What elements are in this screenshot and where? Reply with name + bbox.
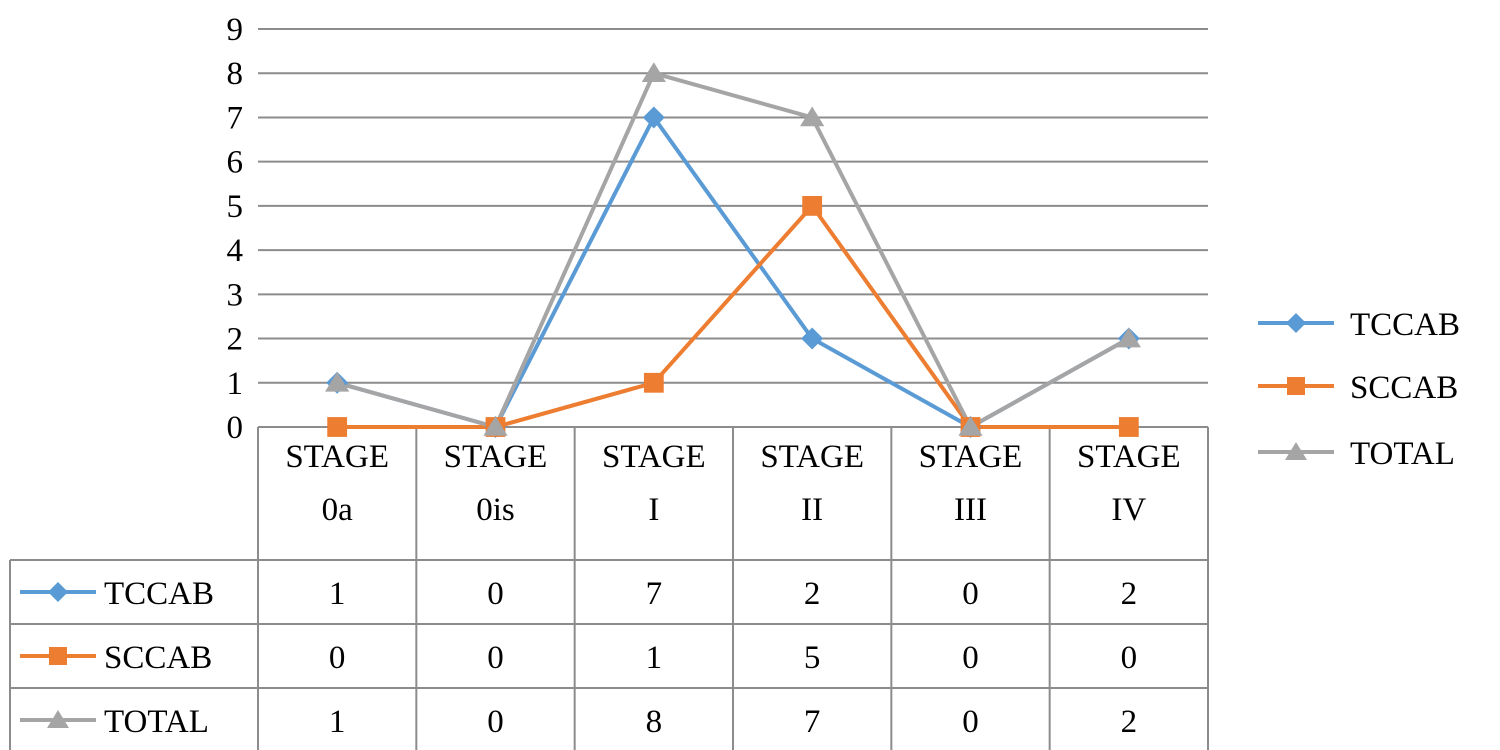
category-label-line1: STAGE bbox=[1077, 439, 1181, 475]
y-tick-label-4: 4 bbox=[227, 233, 244, 269]
y-tick-label-9: 9 bbox=[227, 12, 244, 48]
gridlines bbox=[258, 28, 1208, 428]
data-point-tccab bbox=[801, 327, 824, 350]
category-label-line1: STAGE bbox=[760, 439, 864, 475]
table-row-label-tccab: TCCAB bbox=[104, 576, 214, 612]
data-point-tccab bbox=[642, 106, 665, 129]
table-cell-value: 0 bbox=[962, 640, 979, 676]
category-label-line1: STAGE bbox=[444, 439, 548, 475]
y-axis: 0 1 2 3 4 5 6 7 8 9 bbox=[227, 12, 244, 446]
table-cell-value: 8 bbox=[646, 704, 663, 740]
legend-label-total: TOTAL bbox=[1350, 436, 1455, 472]
category-label-line2: 0a bbox=[322, 492, 354, 528]
category-label: STAGE II bbox=[760, 439, 864, 528]
category-label-line1: STAGE bbox=[285, 439, 389, 475]
legend-marker-sccab bbox=[1287, 377, 1305, 395]
table-cell-value: 2 bbox=[1121, 704, 1138, 740]
series-line-total bbox=[336, 71, 1130, 429]
table-cell-value: 2 bbox=[1121, 576, 1138, 612]
series-line-tccab bbox=[336, 115, 1130, 429]
category-label: STAGE 0is bbox=[444, 439, 548, 528]
table-cell-value: 2 bbox=[804, 576, 821, 612]
category-label-line2: III bbox=[954, 492, 987, 528]
table-cell-value: 5 bbox=[804, 640, 821, 676]
y-tick-label-2: 2 bbox=[227, 322, 244, 358]
category-label-line1: STAGE bbox=[602, 439, 706, 475]
table-cell-value: 0 bbox=[329, 640, 346, 676]
y-tick-label-0: 0 bbox=[227, 410, 244, 446]
data-point-total bbox=[483, 416, 508, 436]
data-point-sccab bbox=[1118, 417, 1139, 437]
legend-marker-tccab bbox=[1286, 313, 1306, 333]
category-label-line2: II bbox=[801, 492, 823, 528]
data-point-sccab bbox=[327, 417, 348, 437]
table-legend-marker-sccab bbox=[49, 647, 67, 665]
table-cell-value: 7 bbox=[804, 704, 821, 740]
y-tick-label-7: 7 bbox=[227, 100, 244, 136]
data-point-total bbox=[325, 371, 350, 392]
table-cell-value: 7 bbox=[646, 576, 663, 612]
y-tick-label-6: 6 bbox=[227, 145, 244, 181]
category-label: STAGE IV bbox=[1077, 439, 1181, 528]
legend-label-sccab: SCCAB bbox=[1350, 370, 1458, 406]
table-cell-value: 1 bbox=[646, 640, 663, 676]
category-label-line2: I bbox=[648, 492, 659, 528]
table-cell-value: 0 bbox=[487, 576, 504, 612]
data-point-total bbox=[641, 62, 666, 83]
table-row-label-total: TOTAL bbox=[104, 704, 209, 740]
category-label: STAGE 0a bbox=[285, 439, 389, 528]
table-cell-value: 1 bbox=[329, 704, 346, 740]
legend-label-tccab: TCCAB bbox=[1350, 307, 1460, 343]
data-point-total bbox=[1116, 327, 1141, 348]
category-label-line2: IV bbox=[1111, 492, 1146, 528]
table-legend-marker-total bbox=[47, 710, 69, 728]
table-cell-value: 0 bbox=[1121, 640, 1138, 676]
table-cell-value: 0 bbox=[487, 640, 504, 676]
table-cell-value: 0 bbox=[962, 576, 979, 612]
category-label-line1: STAGE bbox=[919, 439, 1023, 475]
legend: TCCAB SCCAB TOTAL bbox=[1258, 307, 1460, 472]
y-tick-label-5: 5 bbox=[227, 189, 244, 225]
table-cell-value: 1 bbox=[329, 576, 346, 612]
data-point-sccab bbox=[802, 195, 823, 216]
y-tick-label-8: 8 bbox=[227, 56, 244, 92]
table-legend-marker-tccab bbox=[48, 582, 68, 602]
table-cell-value: 0 bbox=[487, 704, 504, 740]
data-point-total bbox=[800, 106, 825, 127]
data-point-total bbox=[958, 416, 983, 436]
table-cell-value: 0 bbox=[962, 704, 979, 740]
legend-marker-total bbox=[1285, 442, 1307, 460]
table-row-label-sccab: SCCAB bbox=[104, 640, 212, 676]
series-line-sccab bbox=[337, 203, 1129, 429]
y-tick-label-3: 3 bbox=[227, 277, 244, 313]
category-label-line2: 0is bbox=[476, 492, 515, 528]
data-point-sccab bbox=[643, 372, 664, 393]
y-tick-label-1: 1 bbox=[227, 366, 244, 402]
series-group bbox=[325, 62, 1141, 438]
category-label: STAGE I bbox=[602, 439, 706, 528]
category-label: STAGE III bbox=[919, 439, 1023, 528]
